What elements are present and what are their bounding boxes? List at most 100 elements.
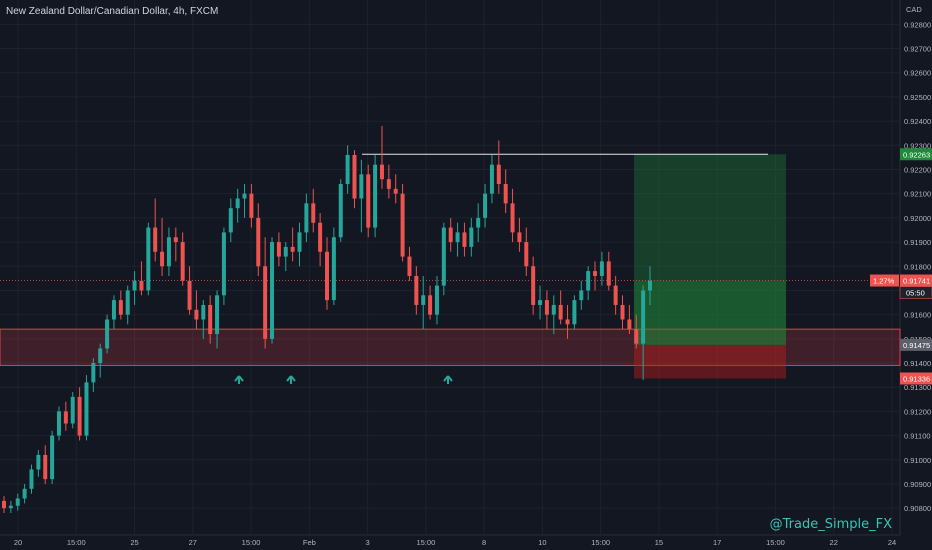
candle-body bbox=[434, 285, 439, 315]
candle-body bbox=[146, 227, 151, 291]
time-tick-label: 15:00 bbox=[67, 538, 86, 547]
candle-body bbox=[256, 217, 261, 267]
candle-body bbox=[448, 227, 453, 243]
candle-body bbox=[98, 348, 103, 364]
candle-body bbox=[36, 454, 41, 470]
candle-body bbox=[441, 227, 446, 286]
candle-body bbox=[77, 396, 82, 436]
price-tick-label: 0.92200 bbox=[904, 165, 931, 174]
candle-body bbox=[43, 454, 48, 480]
candle-body bbox=[476, 217, 481, 228]
chart-title: New Zealand Dollar/Canadian Dollar, 4h, … bbox=[6, 6, 219, 17]
candle-body bbox=[414, 275, 419, 305]
support-zone bbox=[0, 328, 901, 366]
up-arrow-icon bbox=[443, 375, 453, 384]
candle-body bbox=[15, 498, 20, 506]
candle-body bbox=[379, 164, 384, 180]
candle-body bbox=[132, 280, 137, 291]
author-watermark: @Trade_Simple_FX bbox=[769, 517, 892, 532]
candle-body bbox=[325, 251, 329, 301]
time-tick-label: 15:00 bbox=[416, 538, 435, 547]
entry-price-tag: 0.91475 bbox=[903, 341, 930, 350]
change-percent-tag: 1.27% bbox=[873, 277, 895, 286]
price-tick-label: 0.91600 bbox=[904, 311, 931, 320]
candle-body bbox=[627, 319, 632, 330]
time-tick-label: 8 bbox=[482, 538, 486, 547]
time-tick-label: 25 bbox=[130, 538, 138, 547]
take-profit-zone bbox=[634, 154, 786, 345]
candle-body bbox=[139, 280, 144, 291]
change-tag-bg bbox=[870, 274, 899, 287]
stop-loss-zone bbox=[634, 344, 786, 379]
candle-body bbox=[462, 232, 467, 247]
current-price-tag-bg bbox=[900, 274, 932, 287]
candle-body bbox=[50, 435, 55, 480]
target-price-tag: 0.92263 bbox=[903, 150, 930, 159]
time-tick-label: Feb bbox=[303, 538, 316, 547]
candle-body bbox=[510, 203, 515, 233]
price-tick-label: 0.92500 bbox=[904, 93, 931, 102]
candle-body bbox=[373, 164, 378, 228]
candle-body bbox=[187, 280, 192, 310]
price-tick-label: 0.92800 bbox=[904, 20, 931, 29]
candle-body bbox=[620, 304, 625, 320]
price-tick-label: 0.92700 bbox=[904, 45, 931, 54]
candle-body bbox=[386, 179, 391, 189]
candle-body bbox=[531, 266, 536, 305]
countdown-tag: 05:50 bbox=[906, 289, 925, 298]
candle-body bbox=[558, 304, 563, 320]
candle-body bbox=[634, 329, 639, 344]
time-tick-label: 24 bbox=[888, 538, 896, 547]
candle-body bbox=[63, 411, 68, 424]
candle-body bbox=[483, 193, 488, 218]
candle-body bbox=[221, 232, 226, 296]
candle-body bbox=[318, 222, 323, 252]
candle-body bbox=[180, 242, 185, 281]
stop-price-tag-bg bbox=[900, 372, 932, 385]
candle-body bbox=[586, 271, 591, 291]
candle-body bbox=[105, 319, 110, 349]
candle-body bbox=[263, 266, 268, 339]
target-price-tag-bg bbox=[900, 148, 932, 161]
countdown-tag-bg bbox=[899, 286, 932, 299]
up-arrow-icon bbox=[286, 375, 296, 384]
price-tick-label: 0.91400 bbox=[904, 359, 931, 368]
candle-body bbox=[455, 232, 460, 243]
candle-body bbox=[311, 203, 316, 223]
candle-body bbox=[160, 251, 165, 267]
candle-body bbox=[208, 304, 213, 334]
candle-body bbox=[338, 184, 343, 238]
candle-body bbox=[194, 309, 199, 320]
candle-body bbox=[606, 261, 611, 286]
candle-body bbox=[544, 300, 549, 315]
time-tick-label: 22 bbox=[830, 538, 838, 547]
candle-body bbox=[228, 208, 233, 233]
up-arrow-icon bbox=[234, 375, 244, 384]
currency-label: CAD bbox=[906, 5, 922, 14]
candle-body bbox=[345, 154, 350, 185]
candle-body bbox=[297, 232, 302, 252]
candle-body bbox=[276, 242, 281, 257]
candle-body bbox=[407, 256, 412, 276]
price-tick-label: 0.92100 bbox=[904, 190, 931, 199]
candle-body bbox=[153, 227, 158, 252]
time-tick-label: 15:00 bbox=[766, 538, 785, 547]
candle-body bbox=[648, 280, 652, 291]
candle-body bbox=[249, 193, 254, 218]
candle-body bbox=[56, 411, 61, 436]
candle-body bbox=[496, 164, 501, 185]
entry-price-tag-bg bbox=[900, 338, 932, 351]
time-tick-label: 20 bbox=[14, 538, 22, 547]
time-tick-label: 15 bbox=[655, 538, 663, 547]
candle-body bbox=[393, 188, 398, 194]
price-tick-label: 0.90900 bbox=[904, 480, 931, 489]
candle-body bbox=[173, 237, 178, 243]
candle-body bbox=[503, 184, 508, 204]
price-tick-label: 0.91900 bbox=[904, 238, 931, 247]
candle-body bbox=[565, 319, 570, 325]
time-tick-label: 17 bbox=[713, 538, 721, 547]
candle-body bbox=[270, 242, 275, 339]
candle-body bbox=[469, 227, 474, 247]
candle-body bbox=[22, 488, 27, 499]
